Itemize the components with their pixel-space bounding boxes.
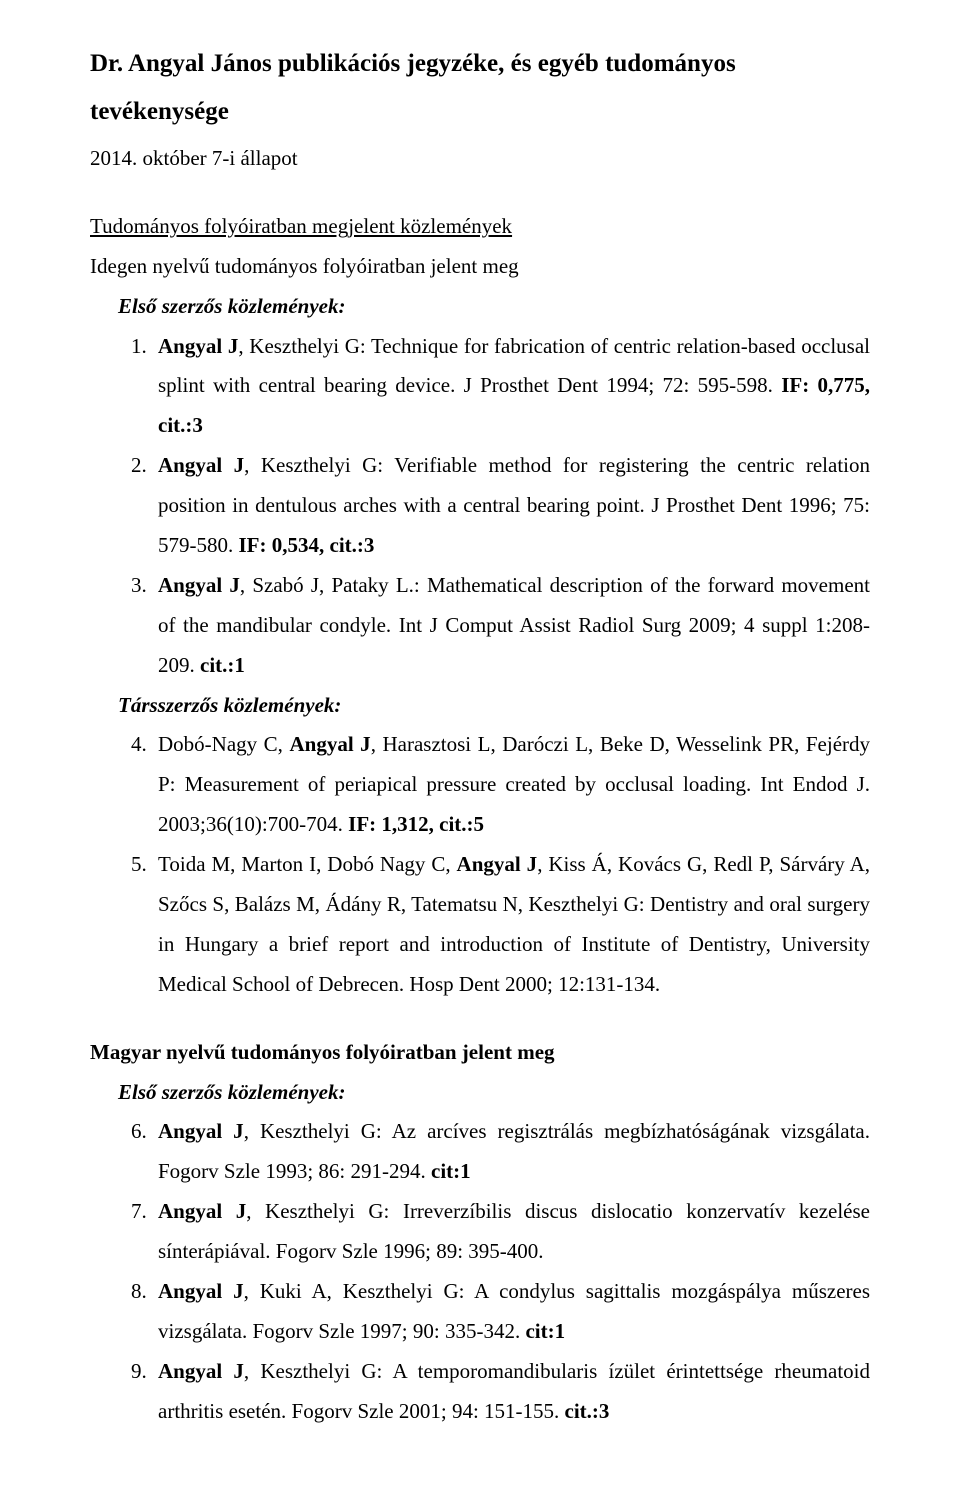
publication-item: Angyal J, Keszthelyi G: Technique for fa… [152,327,870,447]
publication-text: , Kuki A, Keszthelyi G: A condylus sagit… [158,1279,870,1343]
publication-item: Angyal J, Keszthelyi G: Irreverzíbilis d… [152,1192,870,1272]
first-author-heading: Első szerzős közlemények: [90,287,870,327]
publication-metric: cit:1 [431,1159,471,1183]
section-heading-hungarian: Magyar nyelvű tudományos folyóiratban je… [90,1033,870,1073]
document-page: Dr. Angyal János publikációs jegyzéke, é… [0,0,960,1492]
publication-text: , Keszthelyi G: A temporomandibularis íz… [158,1359,870,1423]
page-subtitle: 2014. október 7-i állapot [90,139,870,179]
publication-item: Angyal J, Keszthelyi G: Verifiable metho… [152,446,870,566]
publication-item: Angyal J, Kuki A, Keszthelyi G: A condyl… [152,1272,870,1352]
publication-item: Angyal J, Keszthelyi G: Az arcíves regis… [152,1112,870,1192]
publication-text: , Keszthelyi G: Technique for fabricatio… [158,334,870,398]
publication-item: Toida M, Marton I, Dobó Nagy C, Angyal J… [152,845,870,1005]
publication-pre: Dobó-Nagy C, [158,732,289,756]
section-heading-journal: Tudományos folyóiratban megjelent közlem… [90,207,870,247]
author-lead: Angyal J [158,573,240,597]
author-lead: Angyal J [289,732,370,756]
publication-item: Angyal J, Keszthelyi G: A temporomandibu… [152,1352,870,1432]
author-lead: Angyal J [158,1199,246,1223]
publication-metric: IF: 0,534, cit.:3 [239,533,375,557]
section-subheading-foreign: Idegen nyelvű tudományos folyóiratban je… [90,247,870,287]
publication-metric: cit:1 [525,1319,565,1343]
author-lead: Angyal J [158,453,244,477]
publication-list-hungarian-first: Angyal J, Keszthelyi G: Az arcíves regis… [90,1112,870,1431]
author-lead: Angyal J [158,1119,244,1143]
first-author-heading-hu: Első szerzős közlemények: [90,1073,870,1113]
publication-metric: cit.:3 [565,1399,610,1423]
publication-pre: Toida M, Marton I, Dobó Nagy C, [158,852,457,876]
page-title: Dr. Angyal János publikációs jegyzéke, é… [90,40,870,135]
publication-item: Dobó-Nagy C, Angyal J, Harasztosi L, Dar… [152,725,870,845]
publication-text: , Keszthelyi G: Irreverzíbilis discus di… [158,1199,870,1263]
publication-text: , Szabó J, Pataky L.: Mathematical descr… [158,573,870,677]
publication-metric: IF: 1,312, cit.:5 [348,812,484,836]
publication-list-foreign-coauthor: Dobó-Nagy C, Angyal J, Harasztosi L, Dar… [90,725,870,1004]
publication-list-foreign-first: Angyal J, Keszthelyi G: Technique for fa… [90,327,870,686]
author-lead: Angyal J [158,334,238,358]
author-lead: Angyal J [158,1359,244,1383]
author-lead: Angyal J [457,852,538,876]
author-lead: Angyal J [158,1279,244,1303]
coauthor-heading: Társszerzős közlemények: [90,686,870,726]
publication-metric: cit.:1 [200,653,245,677]
publication-item: Angyal J, Szabó J, Pataky L.: Mathematic… [152,566,870,686]
publication-text: , Keszthelyi G: Az arcíves regisztrálás … [158,1119,870,1183]
